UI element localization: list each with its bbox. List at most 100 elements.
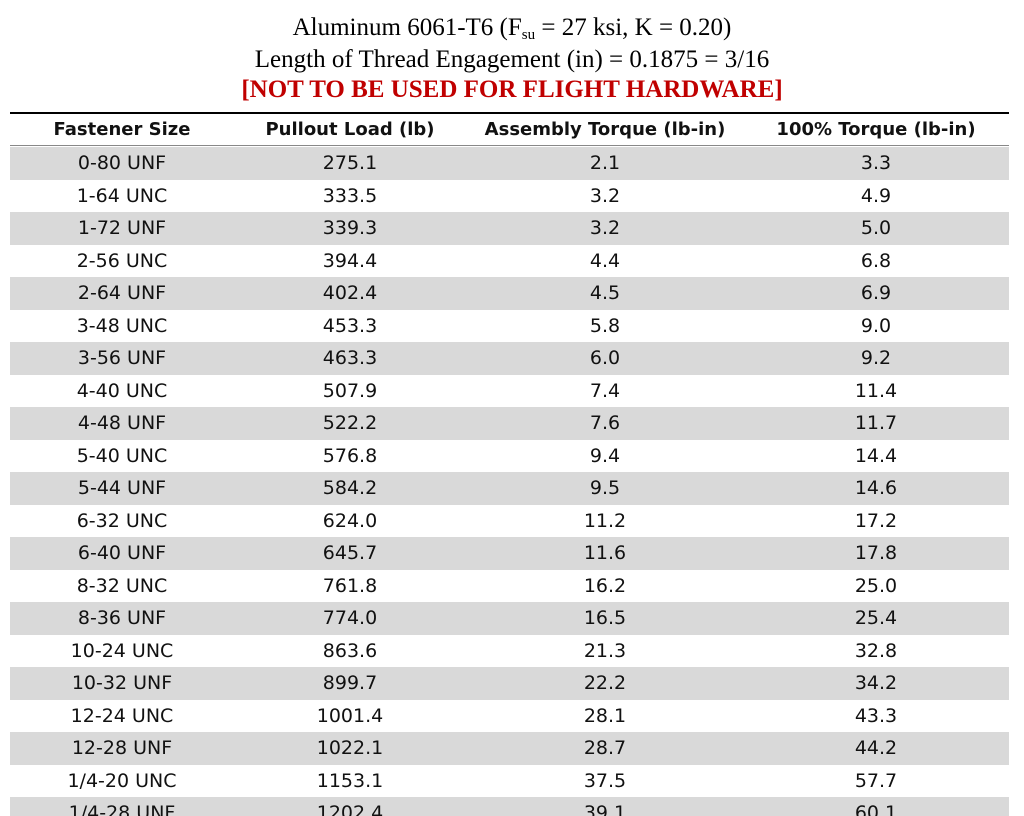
table-cell: 11.6 xyxy=(583,542,627,564)
table-cell: 4.5 xyxy=(589,282,621,304)
table-row: 8-32 UNC 761.8 16.2 25.0 xyxy=(10,570,1009,603)
table-row: 2-64 UNF 402.4 4.5 6.9 xyxy=(10,277,1009,310)
table-cell: 25.4 xyxy=(854,607,898,629)
table-cell: 863.6 xyxy=(322,639,378,662)
table-row: 8-36 UNF 774.0 16.5 25.4 xyxy=(10,602,1009,635)
table-cell: 28.7 xyxy=(583,737,627,759)
table-cell: 339.3 xyxy=(322,217,378,239)
table-cell: 34.2 xyxy=(854,672,898,694)
table-cell: 28.1 xyxy=(583,704,627,727)
table-cell: 10-24 UNC xyxy=(70,639,174,662)
table-cell: 6-32 UNC xyxy=(76,509,168,532)
table-cell: 11.4 xyxy=(854,379,898,402)
table-row: 10-32 UNF 899.7 22.2 34.2 xyxy=(10,667,1009,700)
table-cell: 1001.4 xyxy=(316,704,384,727)
table-cell: 12-24 UNC xyxy=(70,704,174,727)
table-cell: 6.8 xyxy=(860,249,892,272)
table-cell: 44.2 xyxy=(854,737,898,759)
table-cell: 7.4 xyxy=(589,379,621,402)
table-cell: 39.1 xyxy=(583,802,627,816)
table-cell: 645.7 xyxy=(322,542,378,564)
table-cell: 3-56 UNF xyxy=(77,347,167,369)
table-row: 4-48 UNF 522.2 7.6 11.7 xyxy=(10,407,1009,440)
table-row: 1-64 UNC 333.5 3.2 4.9 xyxy=(10,180,1009,213)
table-cell: 624.0 xyxy=(322,509,378,532)
header-rule xyxy=(10,145,1009,146)
warning: [NOT TO BE USED FOR FLIGHT HARDWARE] xyxy=(241,76,783,103)
table-cell: 10-32 UNF xyxy=(71,672,173,694)
top-rule xyxy=(10,112,1009,114)
table-cell: 3.3 xyxy=(860,152,892,174)
table-row: 5-40 UNC 576.8 9.4 14.4 xyxy=(10,440,1009,473)
table-row: 12-28 UNF 1022.1 28.7 44.2 xyxy=(10,732,1009,765)
table-cell: 1202.4 xyxy=(316,802,384,816)
table-cell: 11.7 xyxy=(854,412,898,434)
table-cell: 16.2 xyxy=(583,574,627,597)
table-cell: 9.2 xyxy=(860,347,892,369)
table-cell: 453.3 xyxy=(322,314,378,337)
table-row: 10-24 UNC 863.6 21.3 32.8 xyxy=(10,635,1009,668)
table-row: 2-56 UNC 394.4 4.4 6.8 xyxy=(10,245,1009,278)
table-cell: 60.1 xyxy=(854,802,898,816)
table-cell: 1/4-20 UNC xyxy=(67,769,177,792)
table-cell: 37.5 xyxy=(583,769,627,792)
table-row: 3-48 UNC 453.3 5.8 9.0 xyxy=(10,310,1009,343)
table-cell: 16.5 xyxy=(583,607,627,629)
table-cell: 8-32 UNC xyxy=(76,574,168,597)
table-cell: 3-48 UNC xyxy=(76,314,168,337)
table-cell: 22.2 xyxy=(583,672,627,694)
table-cell: 4.4 xyxy=(589,249,621,272)
table-cell: 507.9 xyxy=(322,379,378,402)
table-cell: 5.0 xyxy=(860,217,892,239)
table-cell: 394.4 xyxy=(322,249,378,272)
table-row: 5-44 UNF 584.2 9.5 14.6 xyxy=(10,472,1009,505)
table-cell: 2-64 UNF xyxy=(77,282,167,304)
table-cell: 9.0 xyxy=(860,314,892,337)
table-cell: 1-72 UNF xyxy=(77,217,167,239)
table-row: 0-80 UNF 275.1 2.1 3.3 xyxy=(10,147,1009,180)
table-cell: 32.8 xyxy=(854,639,898,662)
title-text: Aluminum 6061-T6 (F xyxy=(292,14,522,41)
table-cell: 43.3 xyxy=(854,704,898,727)
table-cell: 4-40 UNC xyxy=(76,379,168,402)
table-row: 12-24 UNC 1001.4 28.1 43.3 xyxy=(10,700,1009,733)
table-row: 6-40 UNF 645.7 11.6 17.8 xyxy=(10,537,1009,570)
table-cell: 4-48 UNF xyxy=(77,412,167,434)
table-cell: 6.9 xyxy=(860,282,892,304)
table-cell: 1-64 UNC xyxy=(76,184,168,207)
table-cell: Fastener Size xyxy=(53,119,191,140)
table-cell: 774.0 xyxy=(322,607,378,629)
title-subscript: su xyxy=(521,27,536,43)
subtitle: Length of Thread Engagement (in) = 0.187… xyxy=(254,46,770,73)
table-cell: 25.0 xyxy=(854,574,898,597)
table-cell: 1022.1 xyxy=(316,737,384,759)
table-cell: 4.9 xyxy=(860,184,892,207)
table-cell: Assembly Torque (lb-in) xyxy=(484,119,726,140)
table-cell: 9.4 xyxy=(589,444,621,467)
table-cell: 3.2 xyxy=(589,217,621,239)
title-text: = 27 ksi, K = 0.20) xyxy=(535,14,732,41)
table-cell: 12-28 UNF xyxy=(71,737,173,759)
table-row: 3-56 UNF 463.3 6.0 9.2 xyxy=(10,342,1009,375)
table-row: 1/4-28 UNF 1202.4 39.1 60.1 xyxy=(10,797,1009,816)
table-row: 4-40 UNC 507.9 7.4 11.4 xyxy=(10,375,1009,408)
table-cell: 2-56 UNC xyxy=(76,249,168,272)
table-cell: 333.5 xyxy=(322,184,378,207)
table-cell: 11.2 xyxy=(583,509,627,532)
table-row: 6-32 UNC 624.0 11.2 17.2 xyxy=(10,505,1009,538)
table-cell: 3.2 xyxy=(589,184,621,207)
table-cell: 14.6 xyxy=(854,477,898,499)
table-cell: 5-40 UNC xyxy=(76,444,168,467)
table-cell: 7.6 xyxy=(589,412,621,434)
table-cell: 1/4-28 UNF xyxy=(68,802,176,816)
table-cell: 6.0 xyxy=(589,347,621,369)
table-cell: 21.3 xyxy=(583,639,627,662)
table-cell: 275.1 xyxy=(322,152,378,174)
table-cell: 1153.1 xyxy=(316,769,384,792)
table-cell: 761.8 xyxy=(322,574,378,597)
table-row: 1-72 UNF 339.3 3.2 5.0 xyxy=(10,212,1009,245)
table-cell: 584.2 xyxy=(322,477,378,499)
table-cell: 8-36 UNF xyxy=(77,607,167,629)
